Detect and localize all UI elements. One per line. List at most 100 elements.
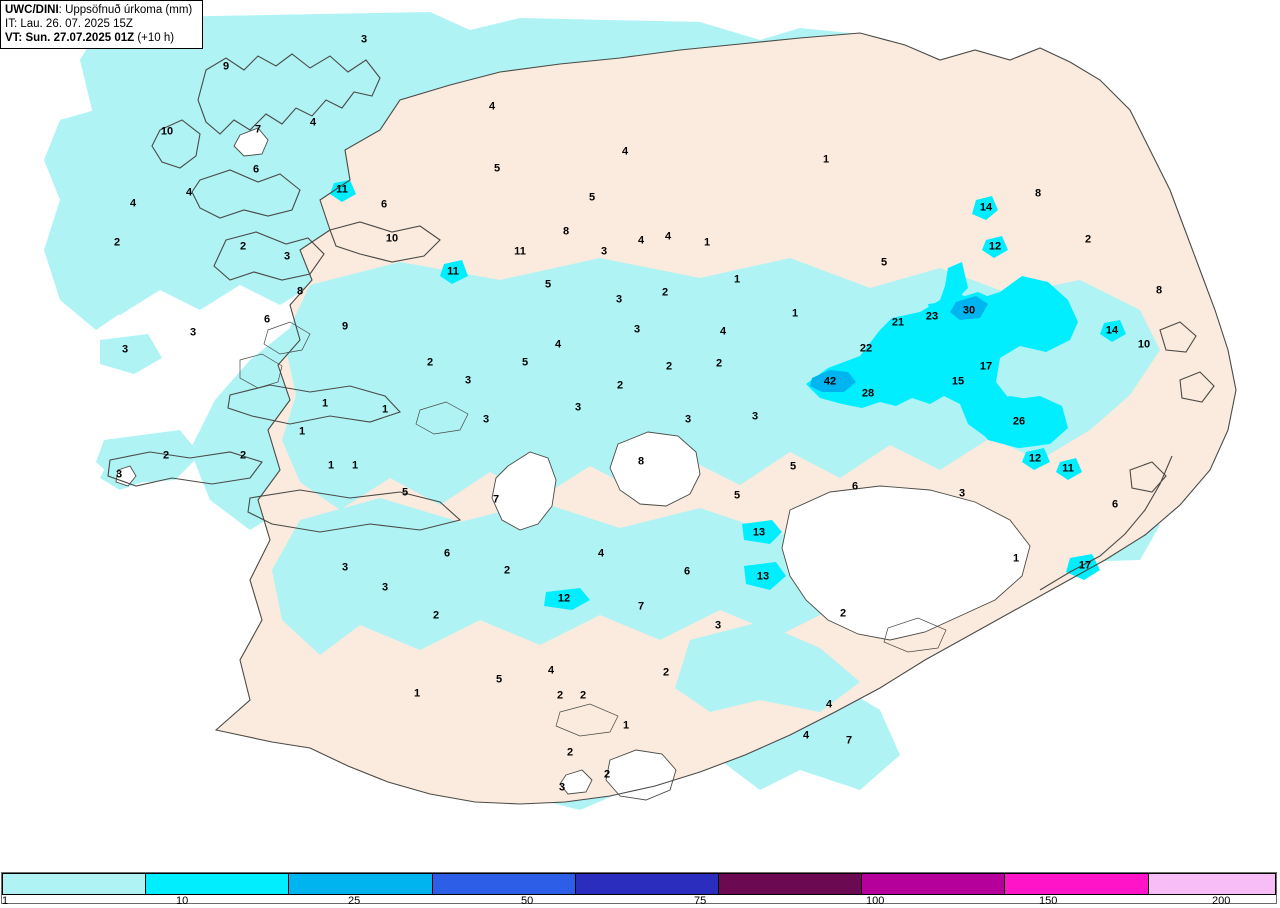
precip-value-label: 3 xyxy=(958,487,966,500)
precip-value-label: 3 xyxy=(189,326,197,339)
precip-value-label: 4 xyxy=(554,338,562,351)
precip-value-label: 6 xyxy=(380,198,388,211)
coastline xyxy=(107,32,1237,805)
precip-value-label: 1 xyxy=(703,236,711,249)
precip-value-label: 11 xyxy=(1062,462,1074,475)
precip-value-label: 3 xyxy=(341,561,349,574)
precip-value-label: 23 xyxy=(925,310,939,323)
precip-value-label: 1 xyxy=(791,307,799,320)
precip-value-label: 5 xyxy=(401,486,409,499)
colorbar-segment[interactable] xyxy=(3,874,147,894)
precip-value-label: 2 xyxy=(603,768,611,781)
precip-value-label: 4 xyxy=(309,116,317,129)
precip-value-label: 6 xyxy=(683,565,691,578)
precip-value-label: 8 xyxy=(637,455,645,468)
precip-value-label: 2 xyxy=(662,666,670,679)
precip-value-label: 7 xyxy=(254,123,262,136)
precip-value-label: 3 xyxy=(633,323,641,336)
precip-value-label: 2 xyxy=(661,286,669,299)
precip-value-label: 17 xyxy=(979,360,993,373)
precip-value-label: 8 xyxy=(1034,187,1042,200)
precip-value-label: 2 xyxy=(839,607,847,620)
precip-value-label: 13 xyxy=(752,526,766,539)
precip-value-label: 1 xyxy=(1012,552,1020,565)
precip-value-label: 2 xyxy=(566,746,574,759)
precip-value-label: 8 xyxy=(562,225,570,238)
coastline-detail xyxy=(239,321,947,737)
precip-value-label: 3 xyxy=(684,413,692,426)
precip-value-label: 2 xyxy=(1084,233,1092,246)
info-line-product: UWC/DINI: Uppsöfnuð úrkoma (mm) xyxy=(5,3,197,17)
colorbar-segment[interactable] xyxy=(575,874,720,894)
precip-value-label: 6 xyxy=(443,547,451,560)
precip-value-label: 5 xyxy=(789,460,797,473)
colorbar-segments[interactable] xyxy=(2,873,1276,895)
precip-value-label: 30 xyxy=(962,304,976,317)
precip-value-label: 10 xyxy=(1137,338,1151,351)
precip-value-label: 26 xyxy=(1012,415,1026,428)
precip-value-label: 11 xyxy=(447,265,459,278)
precip-value-label: 11 xyxy=(336,183,348,196)
precip-value-label: 1 xyxy=(351,459,359,472)
precip-value-label: 7 xyxy=(637,600,645,613)
colorbar-tick: 10 xyxy=(176,895,189,907)
precip-value-label: 3 xyxy=(600,245,608,258)
precip-value-label: 3 xyxy=(283,250,291,263)
precip-value-label: 17 xyxy=(1078,559,1092,572)
precip-value-label: 2 xyxy=(162,449,170,462)
precip-value-label: 1 xyxy=(733,273,741,286)
vt-label: VT: xyxy=(5,32,26,44)
precip-value-label: 13 xyxy=(756,570,770,583)
precip-value-label: 42 xyxy=(823,375,837,388)
precip-value-label: 1 xyxy=(413,687,421,700)
precip-value-label: 5 xyxy=(521,356,529,369)
colorbar-tick: 200 xyxy=(1212,895,1231,907)
precip-value-label: 2 xyxy=(616,379,624,392)
precip-value-label: 3 xyxy=(482,413,490,426)
colorbar-tick: 100 xyxy=(866,895,885,907)
precip-value-label: 5 xyxy=(495,673,503,686)
precip-band-25-50 xyxy=(810,296,988,392)
colorbar-segment[interactable] xyxy=(1005,874,1149,894)
precip-value-label: 14 xyxy=(979,201,993,214)
model-separator: : xyxy=(58,4,66,16)
precip-value-label: 3 xyxy=(115,468,123,481)
colorbar-tick: 75 xyxy=(694,895,707,907)
colorbar-tick: 25 xyxy=(348,895,361,907)
precip-value-label: 2 xyxy=(426,356,434,369)
colorbar-segment[interactable] xyxy=(289,874,433,894)
precip-value-label: 6 xyxy=(263,313,271,326)
colorbar-segment[interactable] xyxy=(432,874,576,894)
precip-value-label: 3 xyxy=(574,401,582,414)
precip-value-label: 3 xyxy=(714,619,722,632)
lead-time: (+10 h) xyxy=(134,32,175,44)
colorbar-tick: 150 xyxy=(1039,895,1058,907)
precip-value-label: 5 xyxy=(544,278,552,291)
precip-value-label: 1 xyxy=(327,459,335,472)
precip-value-label: 4 xyxy=(664,230,672,243)
precip-value-label: 2 xyxy=(715,357,723,370)
colorbar-segment[interactable] xyxy=(146,874,290,894)
precip-value-label: 2 xyxy=(239,449,247,462)
precip-value-label: 11 xyxy=(514,245,526,258)
precip-value-label: 8 xyxy=(1155,284,1163,297)
precip-value-label: 9 xyxy=(222,60,230,73)
info-line-it: IT: Lau. 26. 07. 2025 15Z xyxy=(5,17,197,31)
precip-value-label: 6 xyxy=(851,480,859,493)
precip-value-label: 9 xyxy=(341,320,349,333)
precip-value-label: 10 xyxy=(385,232,399,245)
precip-value-label: 12 xyxy=(557,592,571,605)
colorbar-tick: 1 xyxy=(2,895,9,907)
colorbar-segment[interactable] xyxy=(862,874,1006,894)
map-canvas[interactable]: 3 4 9 10 7 4 6 4 5 11 4 4 6 5 1 14 8 8 10 2 2 11 4 4 1 12 2 3 11 5 3 1 5… xyxy=(0,0,1280,868)
colorbar-segment[interactable] xyxy=(719,874,863,894)
precip-value-label: 4 xyxy=(802,729,810,742)
colorbar-segment[interactable] xyxy=(1148,874,1276,894)
colorbar-tick: 50 xyxy=(521,895,534,907)
precip-value-label: 4 xyxy=(129,197,137,210)
precip-value-label: 2 xyxy=(556,689,564,702)
precip-value-label: 3 xyxy=(121,343,129,356)
precip-value-label: 5 xyxy=(880,256,888,269)
precip-value-label: 5 xyxy=(733,489,741,502)
precip-value-label: 3 xyxy=(615,293,623,306)
